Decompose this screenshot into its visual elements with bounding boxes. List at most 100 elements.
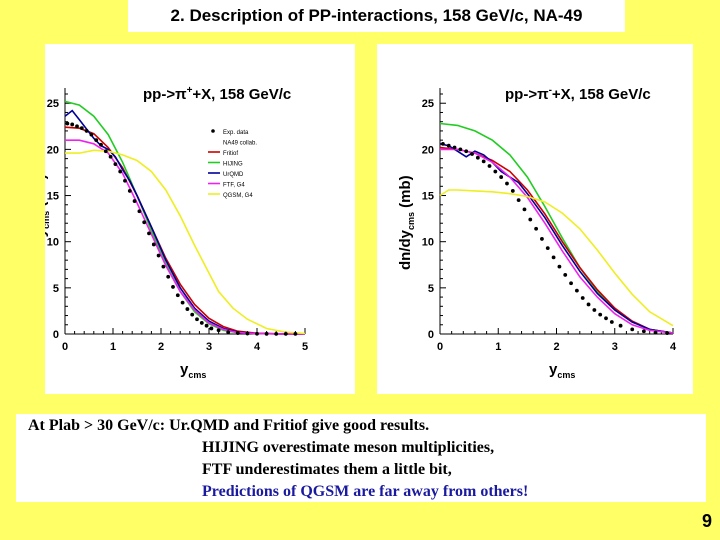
data-point xyxy=(574,288,579,293)
data-point xyxy=(65,121,70,126)
data-point xyxy=(557,264,562,269)
x-tick-label: 0 xyxy=(62,341,68,353)
data-point xyxy=(103,149,108,154)
y-tick-label: 10 xyxy=(422,237,434,249)
data-point xyxy=(113,162,118,167)
x-axis-label-sub: cms xyxy=(557,370,575,380)
y-axis-label: dn/dycms (mb) xyxy=(397,175,416,270)
data-point xyxy=(142,220,147,225)
data-point xyxy=(274,332,279,336)
series-line-5 xyxy=(65,149,306,335)
y-axis-label-sub: cms xyxy=(45,211,51,229)
chart-title-suffix: +X, 158 GeV/c xyxy=(192,86,291,103)
y-axis-label-main: dσ/dy xyxy=(45,228,49,270)
data-point xyxy=(195,317,199,322)
y-tick-label: 0 xyxy=(53,329,59,341)
legend-label: Exp. data xyxy=(223,130,249,136)
y-tick-label: 25 xyxy=(422,98,434,110)
x-tick-label: 2 xyxy=(553,341,559,353)
data-point xyxy=(123,178,127,183)
x-tick-label: 5 xyxy=(302,341,308,353)
y-tick-label: 5 xyxy=(53,283,59,295)
data-point xyxy=(653,330,658,335)
y-tick-label: 5 xyxy=(428,283,434,295)
x-tick-label: 2 xyxy=(158,341,164,353)
legend-box xyxy=(206,125,272,207)
x-tick-label: 4 xyxy=(254,341,261,353)
chart-title: pp->π-+X, 158 GeV/c xyxy=(505,85,651,103)
data-point xyxy=(75,124,79,129)
data-point xyxy=(516,198,521,203)
chart-title: pp->π++X, 158 GeV/c xyxy=(143,85,291,103)
data-point xyxy=(598,312,603,317)
data-point xyxy=(569,281,573,286)
data-point xyxy=(108,154,113,159)
data-point xyxy=(89,132,94,137)
legend-label: QGSM, G4 xyxy=(223,193,253,199)
x-axis-label-main: y xyxy=(180,361,189,378)
series-line-3 xyxy=(439,143,674,334)
data-point xyxy=(264,331,269,336)
chart-title-charge: - xyxy=(549,85,552,96)
data-point xyxy=(481,159,486,164)
data-point xyxy=(180,300,185,305)
chart-pi-plus: 0 1 2 3 4 5 0 5 10 15 20 25 pp->π++X, 158 GeV/c dσ/dy… xyxy=(45,85,308,380)
summary-box: At Plab > 30 GeV/c: Ur.QMD and Fritiof g… xyxy=(16,414,706,502)
x-axis-label: ycms xyxy=(180,361,206,380)
data-point xyxy=(510,189,515,193)
x-tick-label: 3 xyxy=(206,341,212,353)
data-point xyxy=(161,264,166,269)
y-tick-label: 20 xyxy=(47,144,59,156)
data-point xyxy=(470,152,474,156)
y-tick-label: 15 xyxy=(47,191,59,203)
data-point xyxy=(551,255,556,260)
data-point xyxy=(475,155,480,160)
legend-label: HIJING xyxy=(223,162,243,168)
data-point xyxy=(540,237,544,241)
data-point xyxy=(545,246,550,251)
data-point xyxy=(665,331,670,335)
legend-marker xyxy=(211,129,215,133)
data-point xyxy=(235,331,240,335)
data-point xyxy=(245,331,250,336)
summary-line-2: HIJING overestimate meson multiplicities… xyxy=(202,439,495,456)
data-point xyxy=(580,296,585,300)
data-point xyxy=(464,149,469,154)
y-axis-label-unit: (mb) xyxy=(45,174,49,211)
data-point xyxy=(458,147,463,152)
y-tick-label: 0 xyxy=(428,329,434,341)
x-tick-label: 3 xyxy=(612,341,618,353)
x-axis-label-main: y xyxy=(549,361,558,378)
x-tick-label: 0 xyxy=(437,341,443,353)
data-point xyxy=(137,209,142,214)
chart-panel-pi-plus: 0 1 2 3 4 5 0 5 10 15 20 25 pp->π++X, 158 GeV/c dσ/dy… xyxy=(45,44,355,394)
data-point xyxy=(118,169,123,174)
legend-label: UrQMD xyxy=(223,172,244,178)
x-tick-label: 4 xyxy=(670,341,677,353)
y-tick-label: 25 xyxy=(47,98,59,110)
chart-title-suffix: +X, 158 GeV/c xyxy=(552,86,651,103)
data-point xyxy=(151,242,156,247)
data-point xyxy=(586,302,591,307)
data-point xyxy=(132,199,137,203)
summary-line-1: At Plab > 30 GeV/c: Ur.QMD and Fritiof g… xyxy=(28,417,430,434)
data-point xyxy=(147,231,151,236)
data-point xyxy=(209,326,214,331)
summary-line-3: FTF underestimates them a little bit, xyxy=(202,461,452,478)
chart-title-prefix: pp->π xyxy=(143,86,187,103)
data-point xyxy=(592,308,597,312)
y-tick-label: 10 xyxy=(47,237,59,249)
y-tick-label: 20 xyxy=(422,144,434,156)
y-axis-label-unit: (mb) xyxy=(397,175,414,212)
data-point xyxy=(452,145,457,150)
data-point xyxy=(99,142,103,147)
data-point xyxy=(618,323,623,328)
y-tick-label: 15 xyxy=(422,191,434,203)
data-point xyxy=(505,181,509,186)
series-line-5 xyxy=(439,189,674,327)
data-point xyxy=(171,285,175,289)
chart-title-prefix: pp->π xyxy=(505,86,549,103)
y-axis-label-main: dn/dy xyxy=(397,229,414,270)
data-point xyxy=(563,273,568,277)
chart-panel-pi-minus: 0 1 2 3 4 0 5 10 15 20 25 pp->π-+X, 158 GeV/c dn/dyc… xyxy=(377,44,693,394)
